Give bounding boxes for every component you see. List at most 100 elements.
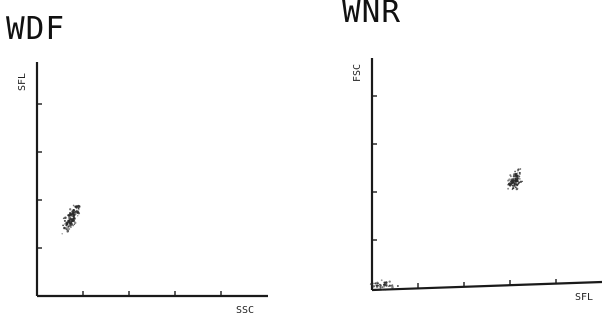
wdf-cell-point (73, 217, 76, 220)
wdf-x-label: SSC (236, 305, 254, 316)
wnr-cell-point (513, 182, 516, 185)
wdf-cell-point (75, 210, 77, 213)
wnr-debris-cluster (369, 279, 399, 291)
wdf-cell-point (67, 229, 69, 232)
wnr-cell-point (514, 174, 517, 177)
wdf-cell-point (69, 208, 72, 211)
wnr-cell-point (512, 187, 514, 190)
wdf-cell-point (62, 217, 65, 220)
wnr-debris-point (385, 284, 388, 287)
wnr-cell-point (518, 175, 521, 178)
wdf-cell-point (66, 225, 69, 229)
wnr-cell-point (519, 180, 523, 184)
wnr-debris-point (383, 284, 386, 287)
wdf-cell-point (69, 220, 72, 222)
wdf-cell-point (76, 210, 78, 213)
wnr-cell-point (515, 174, 519, 178)
wdf-cell-point (72, 204, 75, 207)
wnr-debris-point (385, 281, 388, 284)
wnr-cell-point (518, 171, 521, 174)
wdf-cell-point (63, 219, 66, 222)
wdf-cell-point (71, 220, 74, 223)
wnr-cell-point (507, 187, 510, 190)
wdf-cell-point (67, 220, 71, 224)
wdf-cell-point (77, 208, 80, 211)
wdf-cell-point (62, 226, 66, 230)
wdf-cell-point (70, 217, 73, 220)
wnr-title: WNR (342, 0, 401, 30)
wdf-cell-point (67, 227, 71, 231)
wnr-cell-point (518, 173, 521, 176)
wnr-x-label: SFL (575, 292, 593, 303)
wdf-cell-point (68, 216, 71, 220)
wnr-x-ticks (417, 279, 557, 288)
wdf-cell-point (65, 227, 68, 230)
wnr-debris-point (391, 285, 394, 289)
wdf-panel: WDF SFL SSC (0, 0, 300, 327)
wnr-y-ticks (372, 95, 377, 241)
wnr-debris-point (380, 279, 383, 282)
wnr-cell-point (515, 184, 517, 186)
wnr-cell-point (511, 178, 515, 181)
wdf-cell-point (75, 206, 78, 209)
wdf-cell-point (69, 225, 72, 227)
wnr-debris-point (372, 282, 375, 285)
wnr-debris-point (379, 283, 381, 286)
wnr-debris-point (381, 288, 384, 291)
wdf-cell-point (72, 210, 74, 213)
wnr-cell-point (516, 187, 519, 190)
wdf-cell-point (68, 213, 72, 216)
wdf-title: WDF (6, 11, 65, 47)
wdf-cell-point (69, 222, 71, 225)
wnr-cell-point (519, 168, 522, 170)
wnr-cell-point (514, 176, 516, 178)
wnr-cell-cluster (506, 168, 523, 191)
wdf-cell-point (77, 215, 79, 217)
wnr-cell-point (509, 174, 512, 177)
wnr-y-label: FSC (352, 64, 363, 82)
wnr-cell-point (516, 169, 520, 172)
wdf-cell-point (72, 219, 76, 222)
wnr-scatter-plot: FSC SFL (352, 58, 603, 303)
wdf-cell-point (72, 224, 75, 227)
wnr-cell-point (514, 180, 517, 183)
wnr-debris-point (388, 284, 392, 288)
wdf-cell-point (68, 225, 70, 227)
wnr-cell-point (512, 181, 514, 184)
wnr-cell-point (518, 181, 520, 184)
wnr-debris-point (383, 286, 385, 288)
wnr-panel: WNR FSC SFL (300, 0, 612, 327)
wdf-cell-point (73, 211, 75, 214)
wdf-cell-point (70, 222, 73, 225)
wnr-cell-point (518, 177, 521, 180)
wdf-cell-point (73, 215, 76, 217)
wdf-cell-point (64, 216, 67, 220)
wnr-cell-point (514, 170, 516, 173)
wdf-cell-point (73, 221, 77, 225)
wnr-debris-point (369, 283, 373, 286)
wnr-debris-point (372, 285, 375, 288)
wdf-cell-point (70, 226, 72, 229)
wnr-cell-point (517, 172, 519, 174)
wnr-cell-point (516, 179, 519, 182)
wnr-x-axis (371, 280, 603, 292)
wnr-debris-point (379, 286, 382, 288)
wnr-cell-point (510, 181, 514, 184)
wdf-cell-point (69, 218, 72, 221)
wdf-scatter-plot: SFL SSC (17, 62, 268, 316)
wdf-y-ticks (37, 103, 42, 249)
wnr-cell-point (512, 184, 515, 188)
wnr-debris-point (388, 280, 391, 283)
wnr-debris-point (374, 282, 377, 285)
wdf-cell-cluster (61, 204, 81, 235)
wnr-debris-point (381, 286, 383, 288)
wnr-cell-point (514, 177, 517, 180)
wnr-debris-point (384, 289, 387, 291)
wnr-cell-point (509, 184, 512, 187)
wdf-cell-point (61, 233, 63, 235)
wdf-cell-point (73, 223, 76, 226)
wnr-cell-point (512, 175, 515, 178)
wdf-cell-point (74, 212, 77, 216)
wnr-cell-point (516, 177, 519, 180)
wdf-cell-point (65, 222, 68, 225)
